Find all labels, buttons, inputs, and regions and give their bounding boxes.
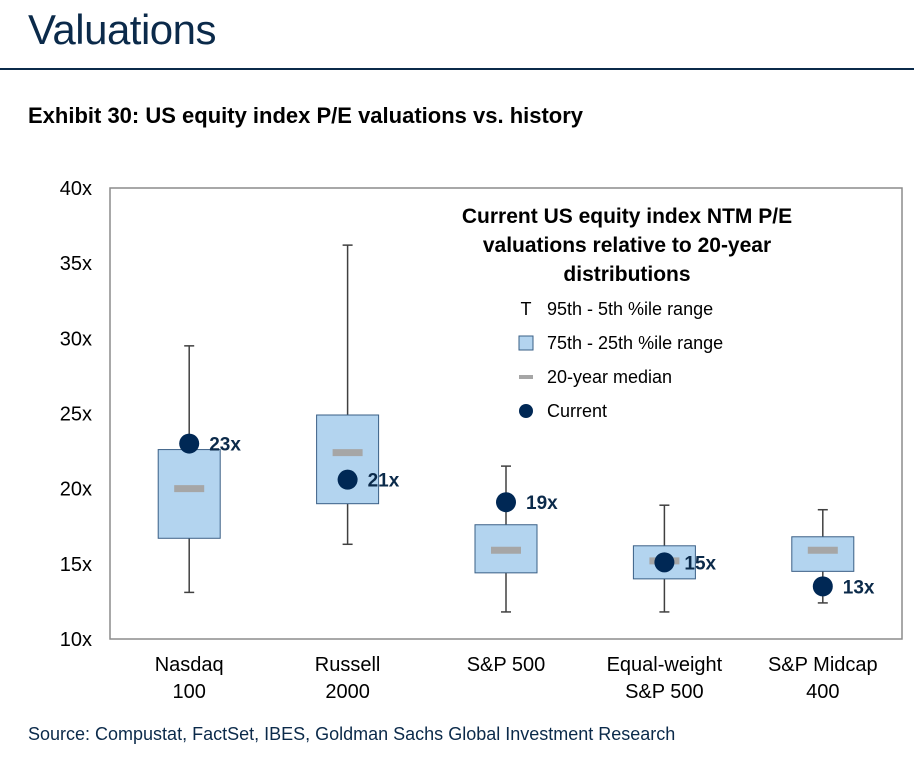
current-data-label: 13x [843,577,875,598]
iqr-box [791,536,855,572]
current-point [812,576,833,597]
legend-box-symbol [518,335,534,351]
current-point [179,433,200,454]
category-label: Nasdaq [155,654,224,676]
legend-title: Current US equity index NTM P/E valuation… [462,205,792,286]
category-label: S&P Midcap [768,654,878,676]
legend-title-line: valuations relative to 20-year [483,234,771,257]
legend: Current US equity index NTM P/E valuation… [462,205,792,421]
y-axis-ticks: 10x 15x 20x 25x 30x 35x 40x [60,178,92,651]
legend-item-label: 75th - 25th %ile range [547,333,723,353]
legend-item-label: 95th - 5th %ile range [547,299,713,319]
current-data-label: 15x [684,553,716,574]
legend-current-symbol [519,404,533,418]
y-tick-label: 35x [60,253,92,275]
title-rule [0,68,914,70]
iqr-box [157,449,221,539]
legend-whisker-symbol: T [521,299,532,319]
category-label: Equal-weight [607,654,723,676]
current-data-label: 21x [368,471,400,492]
legend-item-label: 20-year median [547,367,672,387]
page-title: Valuations [28,6,217,53]
y-tick-label: 30x [60,328,92,350]
y-tick-label: 10x [60,629,92,651]
legend-title-line: Current US equity index NTM P/E [462,205,792,228]
legend-item-label: Current [547,401,607,421]
legend-title-line: distributions [563,263,690,286]
current-point [337,469,358,490]
category-label: 100 [173,681,206,703]
current-data-label: 23x [209,435,241,456]
y-tick-label: 25x [60,404,92,426]
category-label: S&P 500 [625,681,704,703]
current-data-label: 19x [526,493,558,514]
category-label: 2000 [325,681,370,703]
category-label: S&P 500 [467,654,546,676]
source-note: Source: Compustat, FactSet, IBES, Goldma… [28,724,676,744]
category-label: Russell [315,654,381,676]
y-tick-label: 15x [60,554,92,576]
y-tick-label: 40x [60,178,92,200]
current-point [654,552,675,573]
box-series: 23x 21x 19x 15x 13x [157,244,875,613]
y-tick-label: 20x [60,479,92,501]
plot-frame [109,187,903,640]
exhibit-title: Exhibit 30: US equity index P/E valuatio… [28,103,584,128]
x-axis-categories: Nasdaq 100 Russell 2000 S&P 500 Equal-weight S… [155,654,878,703]
current-point [496,492,516,513]
category-label: 400 [806,681,839,703]
